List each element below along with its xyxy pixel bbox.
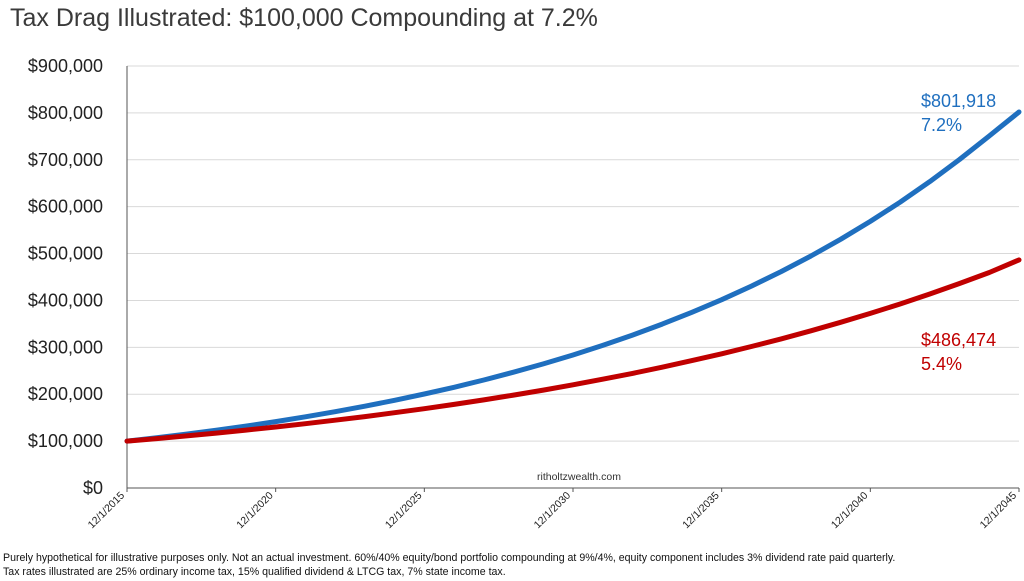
y-tick-label: $600,000: [28, 197, 103, 217]
x-tick-label: 12/1/2020: [234, 490, 276, 532]
series-line-1: [124, 109, 1022, 444]
y-tick-label: $200,000: [28, 384, 103, 404]
watermark-text: ritholtzwealth.com: [537, 471, 621, 483]
y-tick-label: $300,000: [28, 337, 103, 357]
chart-title: Tax Drag Illustrated: $100,000 Compoundi…: [10, 4, 598, 32]
end-value-label: $486,474: [921, 330, 996, 350]
x-tick-label: 12/1/2045: [978, 490, 1020, 532]
grid-lines: [127, 65, 1019, 442]
end-rate-label: 7.2%: [921, 115, 962, 135]
line-chart: $0 $100,000 $200,000 $300,000 $400,000 $500,0…: [28, 56, 1022, 532]
x-tick-label: 12/1/2030: [532, 490, 574, 532]
y-tick-label: $400,000: [28, 290, 103, 310]
y-tick-label: $100,000: [28, 431, 103, 451]
series-lines: [124, 109, 1022, 444]
footnote-line-2: Tax rates illustrated are 25% ordinary i…: [3, 565, 506, 578]
axes: [126, 66, 1020, 492]
x-tick-label: 12/1/2035: [680, 490, 722, 532]
x-tick-labels: 12/1/2015 12/1/2020 12/1/2025 12/1/2030 12/1…: [86, 490, 1020, 532]
y-tick-label: $0: [83, 478, 103, 498]
footnote-line-1: Purely hypothetical for illustrative pur…: [3, 552, 896, 564]
x-tick-label: 12/1/2040: [829, 490, 871, 532]
y-tick-labels: $0 $100,000 $200,000 $300,000 $400,000 $500,0…: [28, 56, 103, 498]
y-tick-label: $800,000: [28, 103, 103, 123]
series-line-2: [124, 257, 1022, 444]
y-tick-label: $500,000: [28, 244, 103, 264]
footnote: Purely hypothetical for illustrative pur…: [3, 552, 895, 579]
end-labels: $801,918 7.2% $486,474 5.4%: [921, 91, 996, 374]
y-tick-label: $700,000: [28, 150, 103, 170]
end-value-label: $801,918: [921, 91, 996, 111]
x-tick-label: 12/1/2025: [383, 490, 425, 532]
end-rate-label: 5.4%: [921, 354, 962, 374]
y-tick-label: $900,000: [28, 56, 103, 76]
